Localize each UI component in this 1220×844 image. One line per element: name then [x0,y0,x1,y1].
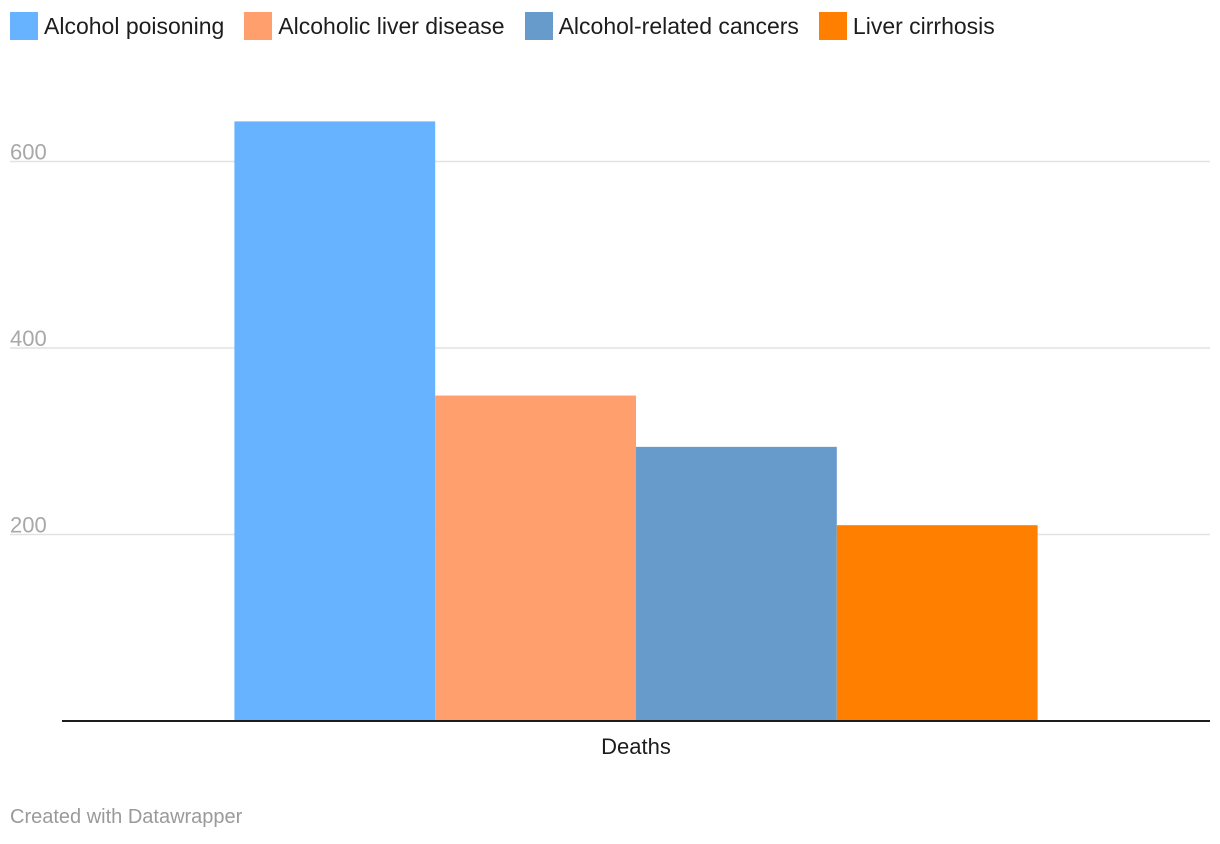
legend-item: Alcoholic liver disease [244,12,505,40]
legend-item: Alcohol poisoning [10,12,224,40]
legend-item: Alcohol-related cancers [524,12,799,40]
legend-label: Liver cirrhosis [852,12,995,39]
y-tick-label: 400 [10,326,47,351]
bar-alcohol-poisoning [234,121,436,722]
legend-swatch [10,12,38,40]
legend: Alcohol poisoning Alcoholic liver disease… [10,10,1015,42]
bar-alcoholic-liver-disease [435,395,636,721]
y-tick-label: 600 [10,140,47,165]
y-axis-ticks: 200 400 600 [10,140,47,538]
legend-swatch [244,12,273,40]
x-category-label: Deaths [601,734,671,759]
y-tick-label: 200 [10,513,47,538]
legend-label: Alcoholic liver disease [278,12,505,39]
bars [234,121,1038,722]
x-axis-labels: Deaths [601,734,671,759]
legend-swatch [818,12,847,40]
bar-liver-cirrhosis [836,525,1038,721]
legend-label: Alcohol-related cancers [558,12,799,39]
credit-text: Created with Datawrapper [10,806,243,828]
bar-alcohol-related-cancers [636,446,837,721]
legend-label: Alcohol poisoning [44,12,225,39]
legend-swatch [524,12,553,40]
legend-item: Liver cirrhosis [818,12,995,40]
